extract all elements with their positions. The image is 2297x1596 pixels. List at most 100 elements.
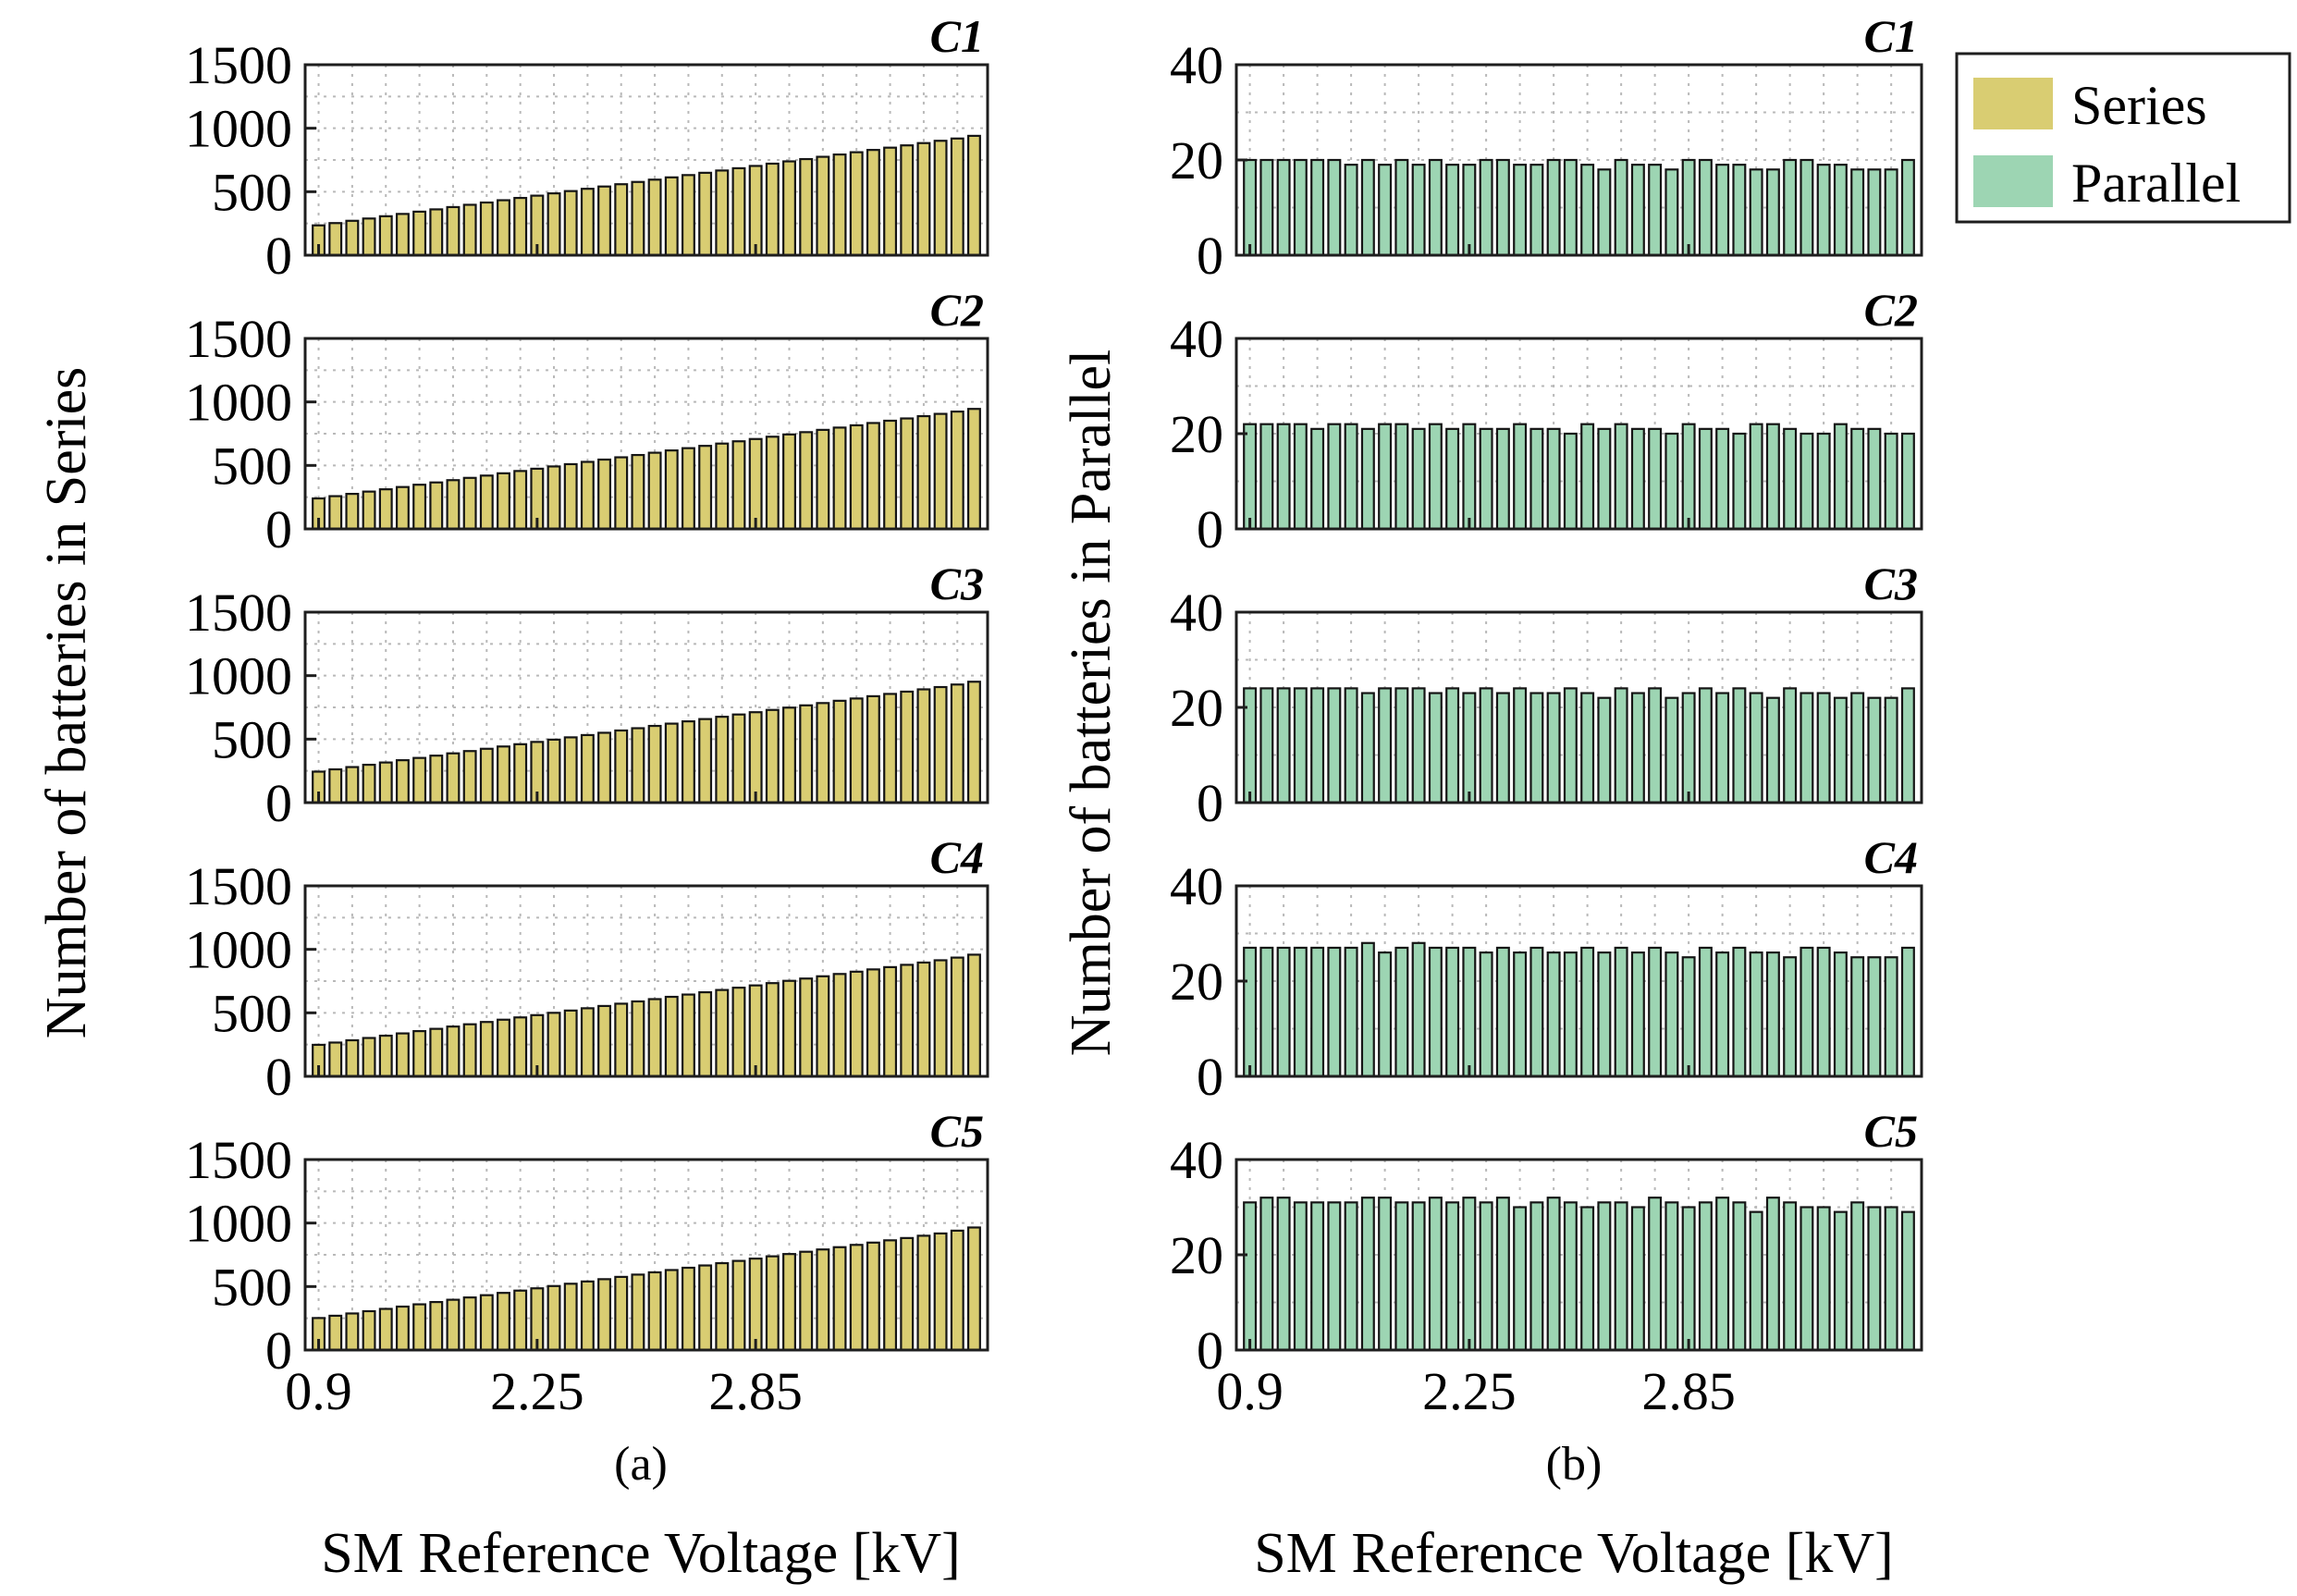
bar-a-c5-19 — [614, 1275, 629, 1352]
bar-a-c4-32 — [832, 973, 847, 1078]
bar-a-c2-39 — [950, 411, 964, 531]
bar-b-c3-11 — [1411, 687, 1426, 804]
bar-b-c3-19 — [1546, 692, 1561, 804]
bar-a-c5-30 — [799, 1250, 814, 1352]
bar-b-c3-27 — [1681, 692, 1696, 804]
bar-b-c3-2 — [1259, 687, 1274, 804]
bar-a-c1-40 — [966, 134, 981, 257]
bar-b-c1-21 — [1580, 164, 1595, 257]
bar-b-c3-15 — [1479, 687, 1493, 804]
bar-b-c1-35 — [1816, 164, 1831, 257]
bar-b-c5-22 — [1597, 1201, 1612, 1352]
y-tick-label: 1500 — [185, 583, 292, 643]
bar-b-c2-20 — [1563, 432, 1578, 531]
bar-b-c5-3 — [1276, 1197, 1291, 1352]
bar-b-c4-22 — [1597, 951, 1612, 1078]
bar-b-c3-28 — [1698, 687, 1713, 804]
bar-b-c4-13 — [1445, 946, 1460, 1078]
bar-a-c1-19 — [614, 183, 629, 257]
bar-b-c2-14 — [1462, 423, 1477, 531]
bar-a-c2-8 — [429, 481, 444, 531]
bar-a-c2-7 — [412, 484, 427, 531]
x-tick-label: 2.85 — [1641, 1361, 1736, 1421]
bar-a-c5-12 — [497, 1292, 510, 1352]
bar-a-c1-4 — [362, 217, 376, 257]
bar-b-c5-30 — [1732, 1201, 1747, 1352]
bar-b-c1-28 — [1698, 158, 1713, 257]
bar-a-c5-3 — [345, 1312, 360, 1352]
bar-a-c2-10 — [462, 476, 477, 531]
bar-a-c3-37 — [916, 688, 931, 804]
bar-a-c5-5 — [378, 1307, 393, 1352]
bar-b-c4-12 — [1428, 946, 1443, 1078]
bar-a-c4-20 — [631, 1000, 645, 1078]
bar-b-c2-6 — [1327, 423, 1342, 531]
y-tick-label: 40 — [1170, 583, 1223, 643]
bar-b-c1-20 — [1563, 158, 1578, 257]
bar-a-c4-30 — [799, 977, 814, 1078]
bar-b-c2-37 — [1850, 427, 1865, 531]
bar-a-c3-9 — [446, 752, 461, 804]
y-tick-label: 20 — [1170, 404, 1223, 464]
bar-b-c1-37 — [1850, 168, 1865, 257]
bar-b-c1-8 — [1360, 158, 1375, 257]
bar-a-c1-34 — [866, 149, 880, 257]
bar-a-c4-5 — [378, 1034, 393, 1078]
bar-a-c4-40 — [966, 953, 981, 1078]
y-tick-label: 500 — [212, 436, 292, 496]
bar-b-c3-9 — [1378, 687, 1393, 804]
bar-b-c5-9 — [1378, 1197, 1393, 1352]
x-tick-label: 0.9 — [285, 1361, 352, 1421]
bar-b-c4-11 — [1411, 941, 1426, 1078]
bar-b-c4-40 — [1900, 946, 1915, 1078]
bar-a-c1-29 — [782, 160, 796, 257]
bar-b-c5-11 — [1411, 1201, 1426, 1352]
panel-tag: C3 — [930, 558, 984, 609]
bar-b-c2-33 — [1783, 427, 1798, 531]
y-tick-label: 1500 — [185, 35, 292, 95]
bar-b-c3-24 — [1630, 692, 1645, 804]
y-tick-label: 500 — [212, 162, 292, 222]
bar-a-c5-7 — [412, 1303, 427, 1352]
bar-b-c4-36 — [1833, 951, 1848, 1078]
panel-tag: C3 — [1864, 558, 1918, 609]
bar-a-c5-22 — [664, 1269, 679, 1352]
bar-b-c4-14 — [1462, 946, 1477, 1078]
bar-a-c2-5 — [378, 488, 393, 531]
bar-b-c4-15 — [1479, 951, 1493, 1078]
bar-b-c2-17 — [1513, 423, 1528, 531]
bar-a-c4-7 — [412, 1030, 427, 1078]
bar-a-c2-9 — [446, 479, 461, 531]
bar-a-c3-35 — [883, 693, 898, 804]
bar-a-c4-6 — [395, 1032, 410, 1078]
bar-a-c3-25 — [715, 716, 730, 804]
y-tick-label: 0 — [265, 499, 292, 559]
bar-b-c3-6 — [1327, 687, 1342, 804]
bar-b-c2-25 — [1648, 427, 1663, 531]
bar-a-c1-16 — [563, 190, 578, 257]
bar-b-c1-22 — [1597, 168, 1612, 257]
bar-b-c1-6 — [1327, 158, 1342, 257]
bar-b-c4-19 — [1546, 951, 1561, 1078]
bar-a-c5-20 — [631, 1273, 645, 1352]
bar-a-c3-17 — [580, 733, 595, 804]
bar-a-c1-18 — [597, 185, 612, 257]
bar-a-c1-38 — [933, 140, 948, 257]
legend: Series Parallel — [1955, 52, 2291, 224]
bar-a-c2-13 — [513, 470, 528, 531]
panel-tag: C1 — [1864, 10, 1918, 62]
subfigure-label-a: (a) — [614, 1438, 668, 1491]
y-tick-label: 1000 — [185, 1194, 292, 1254]
bar-a-c1-17 — [580, 188, 595, 257]
bar-a-c1-6 — [395, 213, 410, 257]
bar-b-c5-34 — [1800, 1206, 1814, 1352]
bar-b-c5-37 — [1850, 1201, 1865, 1352]
bar-a-c5-40 — [966, 1226, 981, 1352]
bar-b-c2-5 — [1310, 427, 1325, 531]
bar-b-c2-36 — [1833, 423, 1848, 531]
bar-a-c3-23 — [681, 720, 695, 804]
bar-b-c5-35 — [1816, 1206, 1831, 1352]
bar-a-c3-36 — [900, 690, 915, 804]
bar-a-c4-11 — [479, 1021, 494, 1078]
bar-b-c3-22 — [1597, 696, 1612, 804]
